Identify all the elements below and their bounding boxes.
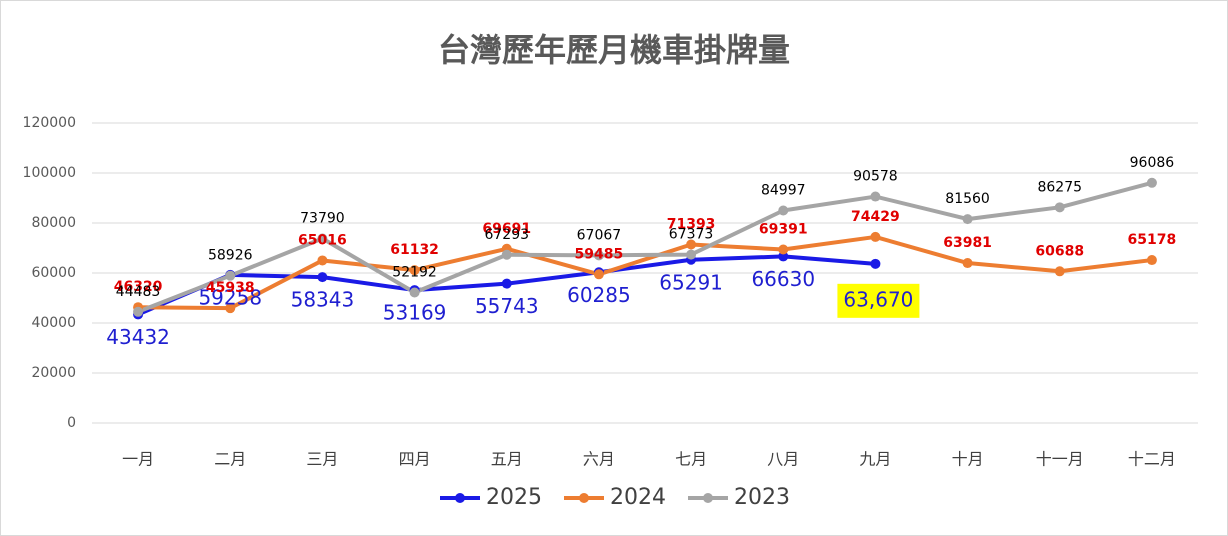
series-marker (686, 239, 697, 250)
data-label: 63981 (943, 235, 992, 251)
data-label: 52192 (392, 265, 437, 281)
series-marker (1146, 177, 1157, 188)
data-label: 73790 (300, 211, 345, 227)
series-marker (962, 214, 973, 225)
data-label: 58926 (208, 248, 253, 264)
series-marker (317, 255, 328, 266)
y-tick-label: 120000 (23, 115, 76, 131)
legend-marker (579, 493, 589, 503)
y-tick-label: 80000 (31, 215, 76, 231)
series-marker (1146, 255, 1157, 266)
series-marker (133, 306, 144, 317)
x-tick-label: 十二月 (1128, 450, 1176, 469)
legend: 2025 2024 2023 (440, 485, 790, 510)
x-tick-label: 十一月 (1036, 450, 1084, 469)
x-tick-label: 八月 (767, 450, 799, 469)
series-marker (501, 278, 512, 289)
data-label: 45938 (206, 280, 255, 296)
x-tick-label: 三月 (306, 450, 338, 469)
data-label: 71393 (667, 217, 716, 233)
data-label: 81560 (945, 191, 990, 207)
y-tick-label: 60000 (31, 265, 76, 281)
series-marker (501, 249, 512, 260)
series-marker (870, 258, 881, 269)
x-tick-label: 一月 (122, 450, 154, 469)
series-marker (686, 249, 697, 260)
legend-label: 2024 (610, 485, 666, 510)
x-tick-label: 六月 (583, 450, 615, 469)
series-marker (778, 244, 789, 255)
data-label: 60688 (1035, 243, 1084, 259)
legend-marker (703, 493, 713, 503)
series-marker (1054, 266, 1065, 277)
data-label: 46320 (114, 279, 163, 295)
x-tick-label: 九月 (859, 450, 891, 469)
data-label: 58343 (291, 288, 355, 312)
data-label: 67373 (669, 227, 714, 243)
legend-label: 2023 (734, 485, 790, 510)
data-label: 65291 (659, 270, 723, 294)
data-label: 55743 (475, 294, 539, 318)
x-tick-label: 七月 (675, 450, 707, 469)
data-label: 69691 (482, 221, 531, 237)
x-tick-label: 四月 (399, 450, 431, 469)
series-marker (225, 303, 236, 314)
data-label: 84997 (761, 183, 806, 199)
data-label: 53169 (383, 301, 447, 325)
data-label: 65016 (298, 232, 347, 248)
data-label: 60285 (567, 283, 631, 307)
data-label: 66630 (751, 267, 815, 291)
grid: 0 20000 40000 60000 80000 100000 120000 一月 二月 三月 四… (23, 115, 1198, 469)
x-tick-label: 二月 (214, 450, 246, 469)
label-highlight (837, 283, 920, 318)
data-label: 61132 (390, 242, 439, 258)
y-tick-label: 0 (67, 415, 76, 431)
legend-label: 2025 (486, 485, 542, 510)
data-label: 43432 (106, 325, 170, 349)
series-line (137, 180, 1153, 314)
data-label: 59258 (198, 285, 262, 309)
data-labels: 43432 59258 58343 53169 55743 60285 65291 66630… (106, 155, 1176, 349)
series-marker (225, 270, 236, 281)
data-label: 59485 (575, 246, 624, 262)
series-marker (962, 258, 973, 269)
lines (133, 177, 1157, 320)
data-label: 63,670 (843, 287, 913, 311)
series-marker (870, 231, 881, 242)
series-marker (870, 191, 881, 202)
series-line (138, 234, 1153, 311)
series-marker (593, 269, 604, 280)
chart-title: 台灣歷年歷月機車掛牌量 (438, 31, 790, 69)
data-label: 67067 (577, 227, 622, 243)
data-label: 96086 (1130, 155, 1175, 171)
y-tick-label: 20000 (31, 365, 76, 381)
data-label: 90578 (853, 169, 898, 185)
series-marker (1054, 202, 1065, 213)
series-marker (778, 251, 789, 262)
data-label: 86275 (1037, 179, 1082, 195)
data-label: 65178 (1128, 232, 1177, 248)
x-tick-label: 五月 (491, 450, 523, 469)
series-marker (778, 205, 789, 216)
series-marker (593, 250, 604, 261)
y-tick-label: 40000 (31, 315, 76, 331)
x-tick-label: 十月 (952, 450, 984, 469)
series-marker (409, 287, 420, 298)
series-marker (409, 265, 420, 276)
data-label: 44483 (116, 284, 161, 300)
series-marker (317, 233, 328, 244)
y-tick-label: 100000 (23, 165, 76, 181)
data-label: 67293 (484, 227, 529, 243)
data-label: 69391 (759, 222, 808, 238)
legend-marker (455, 493, 465, 503)
series-marker (317, 272, 328, 283)
data-label: 74429 (851, 209, 900, 225)
